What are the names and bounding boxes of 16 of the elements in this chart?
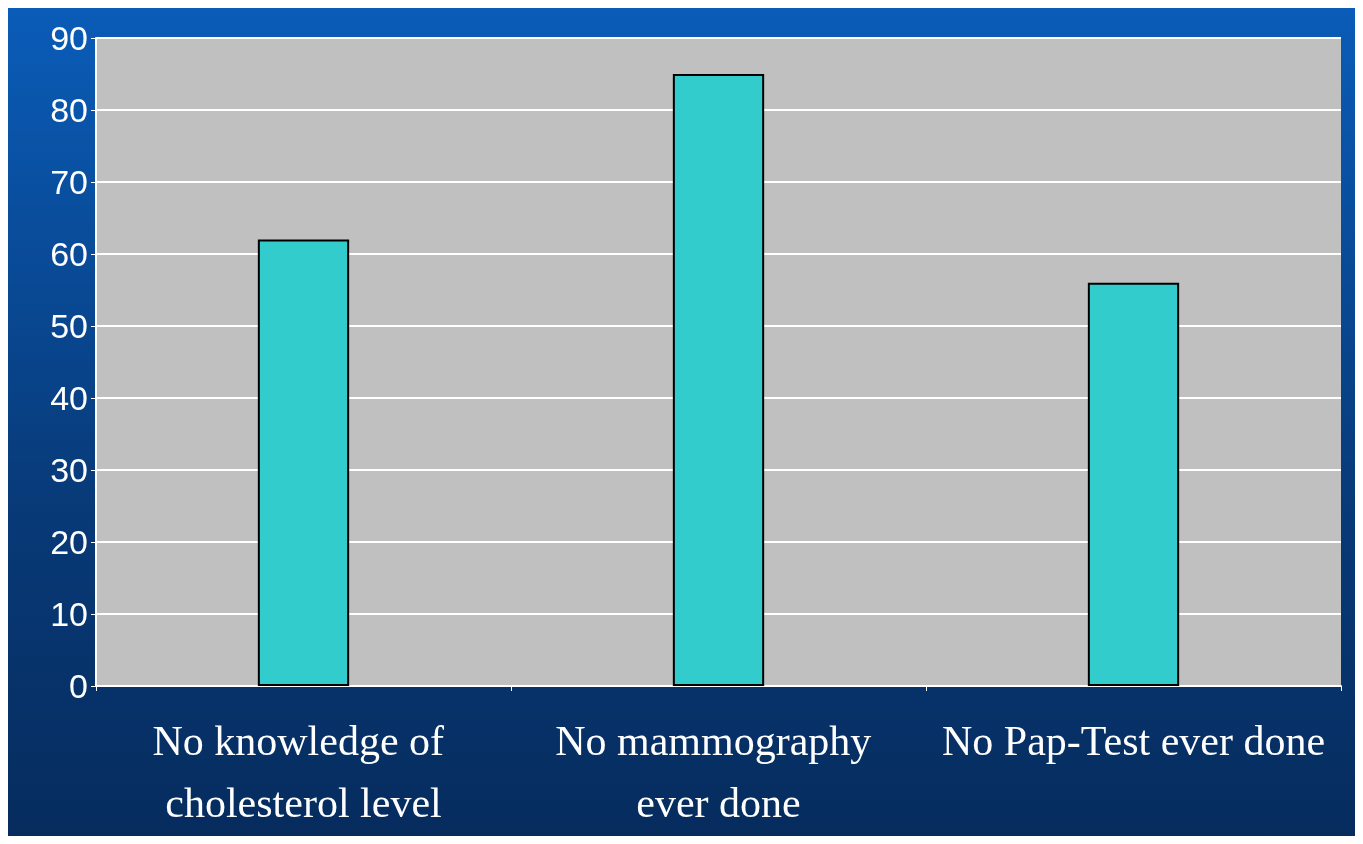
y-tick-label: 10: [50, 595, 88, 633]
y-tick-label: 30: [50, 451, 88, 489]
bar: [257, 239, 350, 686]
x-tick-label: No Pap-Test ever done: [941, 718, 1326, 764]
y-tick-label: 70: [50, 163, 88, 201]
y-tick-label: 40: [50, 379, 88, 417]
bar: [672, 74, 765, 686]
y-tick-label: 90: [50, 19, 88, 57]
y-tick-label: 0: [69, 667, 88, 705]
y-tick-label: 80: [50, 91, 88, 129]
x-tick-label: No knowledge of cholesterol level: [152, 718, 455, 826]
y-tick-label: 50: [50, 307, 88, 345]
bar: [1087, 282, 1180, 686]
y-tick-label: 20: [50, 523, 88, 561]
y-tick-label: 60: [50, 235, 88, 273]
x-tick-label: No mammography ever done: [555, 718, 882, 826]
